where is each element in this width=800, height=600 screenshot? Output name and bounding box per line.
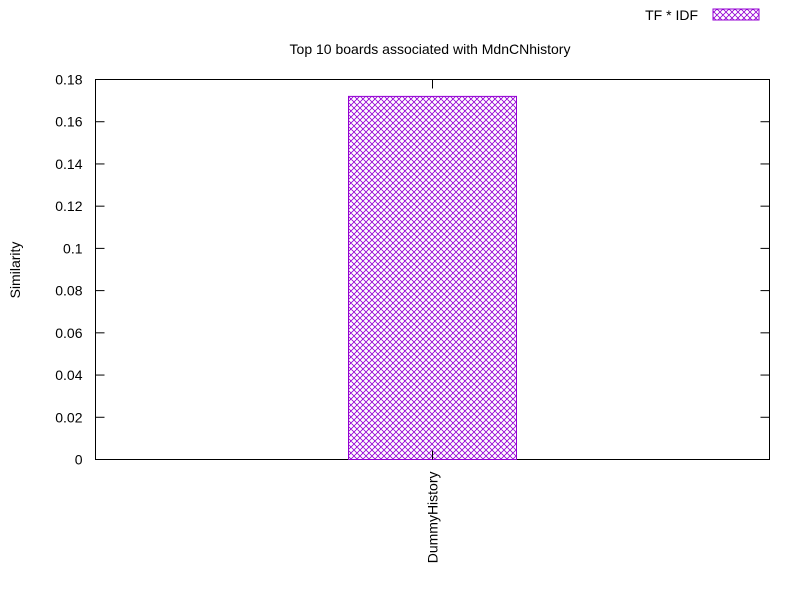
bars	[348, 95, 517, 460]
y-tick-label: 0.16	[55, 114, 82, 130]
legend-label: TF * IDF	[645, 7, 698, 23]
y-axis-label: Similarity	[7, 242, 23, 299]
y-tick-label: 0.04	[55, 367, 82, 383]
y-tick-label: 0.12	[55, 198, 82, 214]
legend: TF * IDF	[645, 7, 760, 23]
legend-swatch	[712, 8, 760, 21]
bar	[348, 95, 517, 460]
y-tick-label: 0	[75, 452, 83, 468]
y-tick-label: 0.1	[63, 240, 83, 256]
y-tick-label: 0.02	[55, 409, 82, 425]
chart-title: Top 10 boards associated with MdnCNhisto…	[290, 41, 571, 57]
y-tick-label: 0.14	[55, 156, 82, 172]
y-tick-label: 0.18	[55, 72, 82, 88]
x-tick-label: DummyHistory	[425, 472, 441, 564]
x-axis: DummyHistory	[425, 79, 441, 564]
y-tick-label: 0.08	[55, 283, 82, 299]
y-axis: 0 0.02 0.04 0.06 0.08 0.1 0.12 0.14 0.16 0.18	[55, 72, 770, 468]
y-tick-label: 0.06	[55, 325, 82, 341]
